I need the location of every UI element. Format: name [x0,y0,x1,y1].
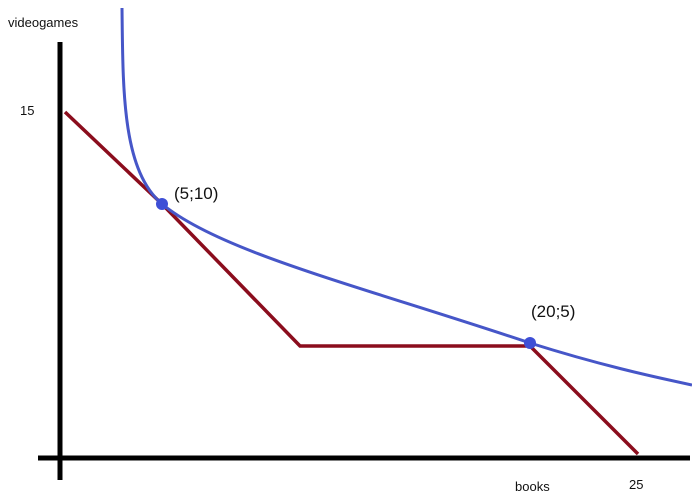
point-b-dot [524,337,536,349]
point-a-label: (5;10) [174,184,218,203]
y-axis-label: videogames [8,15,79,30]
indifference-curve [120,7,692,387]
y-intercept-label: 15 [20,103,34,118]
budget-line [63,110,640,456]
x-intercept-label: 25 [629,477,643,492]
point-a-dot [156,198,168,210]
x-axis-label: books [515,479,550,494]
point-b-label: (20;5) [531,302,575,321]
